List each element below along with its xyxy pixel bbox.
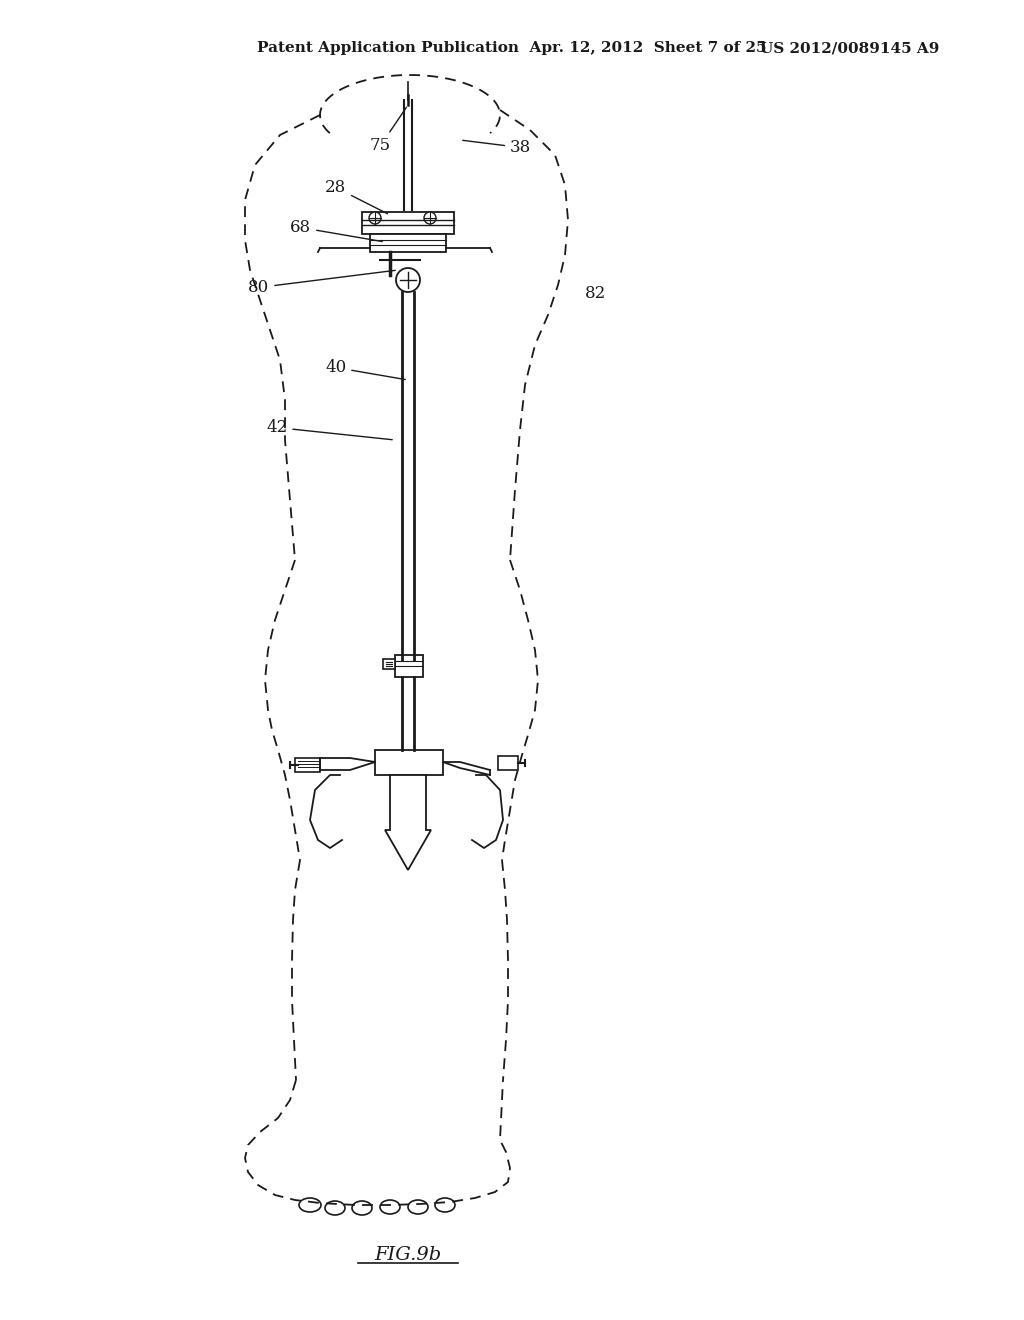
Ellipse shape [435, 1199, 455, 1212]
Ellipse shape [352, 1201, 372, 1214]
Text: 68: 68 [290, 219, 382, 242]
Ellipse shape [408, 1200, 428, 1214]
Text: US 2012/0089145 A9: US 2012/0089145 A9 [760, 41, 940, 55]
Ellipse shape [380, 1200, 400, 1214]
Text: 38: 38 [463, 139, 531, 156]
Ellipse shape [325, 1201, 345, 1214]
Ellipse shape [299, 1199, 321, 1212]
Bar [395, 655, 423, 677]
Circle shape [396, 268, 420, 292]
Text: 75: 75 [370, 107, 407, 154]
Bar [375, 750, 443, 775]
Text: Patent Application Publication  Apr. 12, 2012  Sheet 7 of 25: Patent Application Publication Apr. 12, … [257, 41, 767, 55]
Bar [370, 234, 446, 252]
Text: 28: 28 [325, 180, 387, 214]
Text: FIG.9b: FIG.9b [375, 1246, 441, 1265]
Bar [295, 758, 319, 772]
Bar [383, 659, 395, 669]
Bar [362, 213, 454, 234]
Text: 40: 40 [325, 359, 406, 380]
Bar [498, 756, 518, 770]
Circle shape [369, 213, 381, 224]
Polygon shape [385, 775, 431, 870]
Text: 42: 42 [266, 418, 392, 440]
Text: 80: 80 [248, 271, 395, 296]
Text: 82: 82 [585, 285, 606, 302]
Circle shape [424, 213, 436, 224]
